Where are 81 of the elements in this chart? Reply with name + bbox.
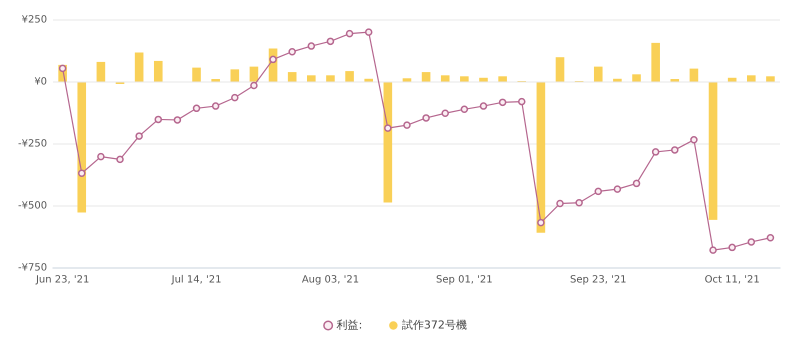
point <box>174 116 182 124</box>
point <box>212 102 220 110</box>
point <box>766 234 774 242</box>
bar <box>307 75 316 82</box>
bar <box>728 78 736 82</box>
point <box>480 102 488 110</box>
point <box>748 238 756 246</box>
point <box>614 185 622 193</box>
point <box>250 82 258 90</box>
point <box>384 124 392 132</box>
point <box>709 246 717 254</box>
point <box>116 156 124 164</box>
point <box>192 104 200 112</box>
bar <box>422 72 430 82</box>
point <box>556 200 564 208</box>
bar <box>613 78 622 82</box>
point <box>632 180 640 188</box>
x-tick-label: Oct 11, '21 <box>704 274 760 286</box>
bar <box>230 69 240 82</box>
point <box>308 42 316 50</box>
bar <box>154 60 163 82</box>
bar <box>708 82 718 220</box>
bar <box>594 66 603 82</box>
point <box>422 114 430 122</box>
bar <box>384 82 392 203</box>
point <box>441 110 449 117</box>
x-tick-label: Sep 01, '21 <box>436 274 493 286</box>
bar <box>556 57 564 82</box>
bar <box>192 68 201 82</box>
point <box>231 94 239 102</box>
bar <box>288 72 296 82</box>
bar <box>77 82 86 212</box>
bar <box>326 75 335 82</box>
point <box>403 121 411 129</box>
point <box>58 64 66 72</box>
x-tick-label: Aug 03, '21 <box>302 274 360 286</box>
x-tick-label: Jun 23, '21 <box>34 274 90 286</box>
bar <box>440 75 450 82</box>
y-tick-label: ¥250 <box>22 14 48 26</box>
bar <box>134 52 144 82</box>
x-tick-label: Sep 23, '21 <box>570 274 627 286</box>
point <box>78 170 86 178</box>
y-tick-label: ¥0 <box>34 76 48 88</box>
bar <box>747 75 756 82</box>
point <box>671 146 679 154</box>
point <box>728 244 736 252</box>
point <box>498 98 506 106</box>
bar <box>498 76 507 82</box>
bar <box>402 78 412 82</box>
bar <box>460 76 469 82</box>
point <box>575 199 583 207</box>
bar <box>766 76 775 82</box>
point <box>652 148 660 156</box>
y-tick-label: -¥500 <box>18 200 48 212</box>
bar <box>479 78 488 82</box>
point <box>269 56 277 64</box>
point <box>326 38 334 46</box>
bar <box>364 78 374 82</box>
bar <box>651 42 660 82</box>
point <box>537 218 545 226</box>
point <box>518 98 526 106</box>
bar <box>96 62 106 82</box>
bar <box>690 68 698 82</box>
legend-label: 試作372号機 <box>402 318 467 332</box>
point <box>460 106 468 114</box>
y-tick-label: -¥250 <box>18 138 48 150</box>
point <box>154 116 162 124</box>
point <box>135 132 143 140</box>
bar <box>536 82 546 233</box>
y-tick-label: -¥750 <box>18 262 48 274</box>
bar <box>345 71 354 82</box>
x-tick-label: Jul 14, '21 <box>170 274 222 286</box>
point <box>346 30 354 38</box>
point <box>690 136 698 144</box>
point <box>364 28 372 36</box>
point <box>97 152 105 160</box>
bar <box>250 66 258 82</box>
point <box>288 48 296 56</box>
point <box>594 188 602 196</box>
legend-label: 利益: <box>336 318 362 332</box>
bar <box>632 74 641 82</box>
